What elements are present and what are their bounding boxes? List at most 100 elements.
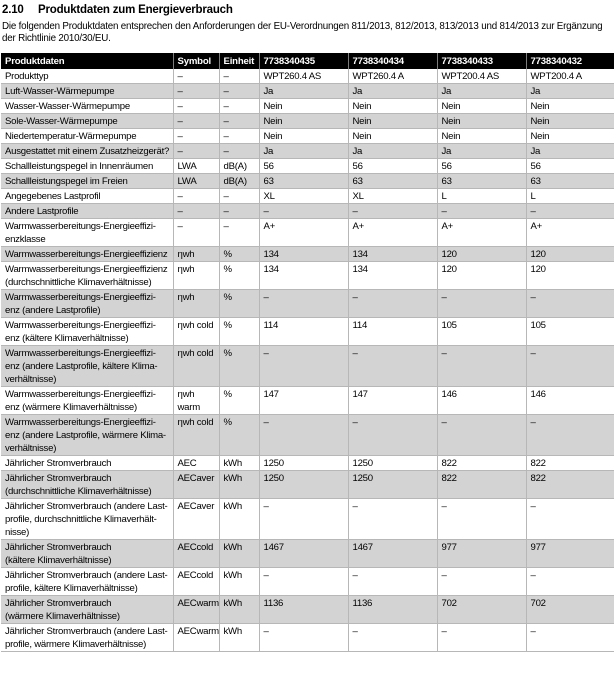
- row-value: 1250: [347, 455, 437, 471]
- table-row: Luft-Wasser-Wärmepumpe – – Ja Ja Ja Ja: [1, 83, 614, 99]
- row-value: –: [436, 498, 526, 540]
- row-value: L: [436, 188, 526, 204]
- row-label: Niedertemperatur-Wärmepumpe: [1, 128, 173, 144]
- table-row: Warmwasserbereitungs-Energieeffizi- enz …: [1, 317, 614, 346]
- table-row: Warmwasserbereitungs-Energieeffizienz (d…: [1, 261, 614, 290]
- row-value: 120: [525, 261, 614, 290]
- row-value: –: [525, 345, 614, 387]
- row-label: Schallleistungspegel im Freien: [1, 173, 173, 189]
- row-value: A+: [436, 218, 526, 247]
- row-unit: kWh: [218, 623, 259, 652]
- row-symbol: ηwh: [172, 289, 219, 318]
- row-value: Nein: [436, 98, 526, 114]
- row-value: Nein: [258, 128, 348, 144]
- row-value: –: [525, 289, 614, 318]
- row-value: Nein: [436, 113, 526, 129]
- row-unit: –: [218, 83, 259, 99]
- row-unit: kWh: [218, 595, 259, 624]
- row-unit: kWh: [218, 539, 259, 568]
- column-header: 7738340435: [258, 53, 348, 69]
- row-value: Nein: [525, 128, 614, 144]
- row-unit: %: [218, 289, 259, 318]
- table-row: Jährlicher Stromverbrauch (andere Last- …: [1, 498, 614, 540]
- table-row: Jährlicher Stromverbrauch (kältere Klima…: [1, 539, 614, 568]
- row-unit: –: [218, 143, 259, 159]
- row-value: 134: [258, 246, 348, 262]
- table-row: Andere Lastprofile – – – – – –: [1, 203, 614, 219]
- row-label: Angegebenes Lastprofil: [1, 188, 173, 204]
- row-value: WPT260.4 AS: [258, 69, 348, 84]
- row-symbol: –: [172, 203, 219, 219]
- column-header: Einheit: [218, 53, 259, 69]
- row-value: 822: [436, 455, 526, 471]
- row-value: 120: [436, 246, 526, 262]
- table-row: Warmwasserbereitungs-Energieeffizi- enzk…: [1, 218, 614, 247]
- row-label: Jährlicher Stromverbrauch (kältere Klima…: [1, 539, 173, 568]
- row-symbol: AECwarm: [172, 595, 219, 624]
- row-label: Warmwasserbereitungs-Energieeffizienz: [1, 246, 173, 262]
- row-label: Produkttyp: [1, 69, 173, 84]
- row-value: –: [436, 203, 526, 219]
- table-row: Warmwasserbereitungs-Energieeffizi- enz …: [1, 386, 614, 415]
- row-value: 134: [258, 261, 348, 290]
- row-symbol: –: [172, 113, 219, 129]
- row-label: Warmwasserbereitungs-Energieeffizi- enz …: [1, 414, 173, 456]
- row-label: Warmwasserbereitungs-Energieeffizi- enz …: [1, 386, 173, 415]
- row-value: –: [258, 289, 348, 318]
- row-label: Ausgestattet mit einem Zusatzheizgerät?: [1, 143, 173, 159]
- row-value: –: [525, 498, 614, 540]
- row-label: Schallleistungspegel in Innenräumen: [1, 158, 173, 174]
- row-value: –: [436, 623, 526, 652]
- row-value: –: [525, 414, 614, 456]
- row-symbol: –: [172, 128, 219, 144]
- row-symbol: LWA: [172, 173, 219, 189]
- row-value: –: [525, 203, 614, 219]
- table-row: Jährlicher Stromverbrauch (wärmere Klima…: [1, 595, 614, 624]
- row-symbol: ηwh: [172, 246, 219, 262]
- row-label: Jährlicher Stromverbrauch (andere Last- …: [1, 498, 173, 540]
- row-value: 114: [347, 317, 437, 346]
- row-label: Jährlicher Stromverbrauch (durchschnittl…: [1, 470, 173, 499]
- row-unit: –: [218, 128, 259, 144]
- row-value: –: [347, 623, 437, 652]
- table-row: Produkttyp – – WPT260.4 AS WPT260.4 A WPT200.…: [1, 69, 614, 84]
- table-row: Ausgestattet mit einem Zusatzheizgerät? –…: [1, 143, 614, 159]
- row-unit: –: [218, 203, 259, 219]
- row-value: 977: [525, 539, 614, 568]
- row-unit: %: [218, 345, 259, 387]
- row-symbol: ηwh cold: [172, 414, 219, 456]
- table-row: Warmwasserbereitungs-Energieeffizi- enz …: [1, 345, 614, 387]
- row-value: A+: [258, 218, 348, 247]
- row-value: –: [258, 623, 348, 652]
- row-symbol: ηwh cold: [172, 317, 219, 346]
- row-unit: dB(A): [218, 173, 259, 189]
- row-value: –: [347, 498, 437, 540]
- row-label: Luft-Wasser-Wärmepumpe: [1, 83, 173, 99]
- table-header-row: Produktdaten Symbol Einheit 7738340435 77383…: [1, 53, 614, 69]
- row-unit: kWh: [218, 567, 259, 596]
- row-value: Nein: [525, 98, 614, 114]
- row-value: 63: [525, 173, 614, 189]
- row-value: 147: [347, 386, 437, 415]
- row-value: 1136: [347, 595, 437, 624]
- row-symbol: –: [172, 143, 219, 159]
- row-label: Jährlicher Stromverbrauch (wärmere Klima…: [1, 595, 173, 624]
- row-value: 146: [525, 386, 614, 415]
- row-unit: –: [218, 113, 259, 129]
- row-unit: –: [218, 98, 259, 114]
- row-value: 134: [347, 246, 437, 262]
- section-heading: 2.10 Produktdaten zum Energieverbrauch: [2, 4, 614, 16]
- row-symbol: AECaver: [172, 498, 219, 540]
- row-value: Ja: [525, 143, 614, 159]
- table-row: Angegebenes Lastprofil – – XL XL L L: [1, 188, 614, 204]
- row-value: –: [525, 623, 614, 652]
- row-label: Warmwasserbereitungs-Energieeffizi- enz …: [1, 317, 173, 346]
- row-value: WPT260.4 A: [347, 69, 437, 84]
- row-value: 120: [525, 246, 614, 262]
- row-value: 1250: [347, 470, 437, 499]
- row-symbol: –: [172, 83, 219, 99]
- row-unit: kWh: [218, 498, 259, 540]
- row-symbol: –: [172, 218, 219, 247]
- row-value: 822: [436, 470, 526, 499]
